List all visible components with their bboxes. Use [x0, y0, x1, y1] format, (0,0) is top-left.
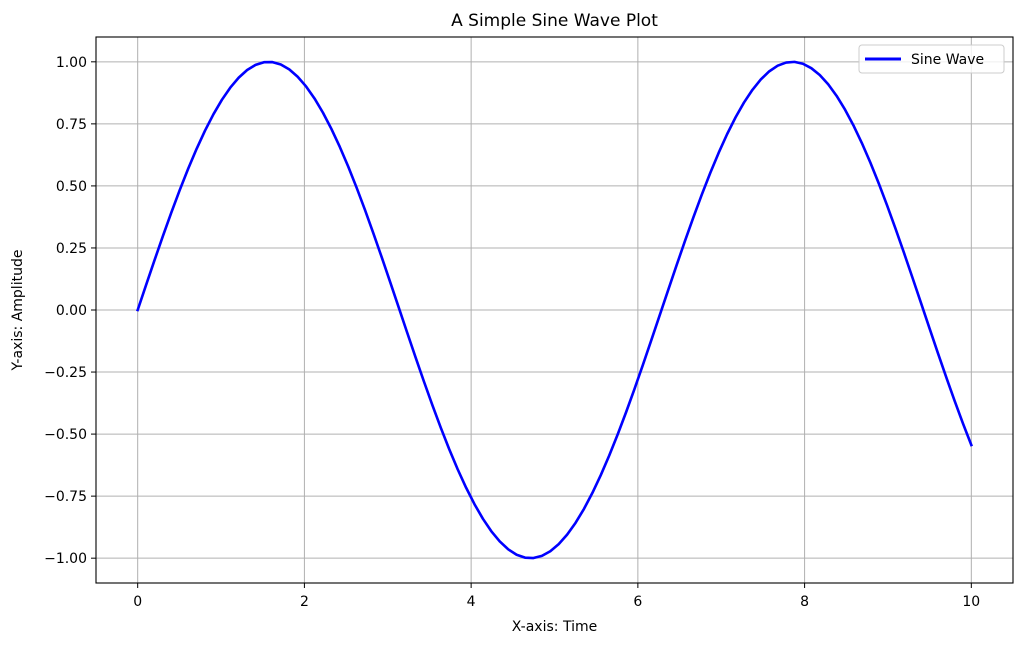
- x-tick-label: 6: [633, 594, 642, 610]
- grid-lines: [96, 37, 1013, 583]
- legend-label-sine-wave: Sine Wave: [911, 52, 984, 68]
- legend-box: [858, 44, 1005, 74]
- y-tick-label: 1.00: [56, 55, 87, 71]
- y-tick-label: 0.75: [56, 117, 87, 133]
- x-tick-label: 4: [467, 594, 476, 610]
- x-tick-label: 8: [800, 594, 809, 610]
- y-tick-label: −0.50: [44, 427, 87, 443]
- x-axis-label: X-axis: Time: [512, 619, 597, 635]
- axis-ticks: 0 2 4 6 8 10 −1.00 −0.75 −0.50 −0.25 0.00 0.25 0.50 0…: [44, 55, 980, 610]
- series-layer: [136, 60, 974, 560]
- series-line-sine-wave: [136, 60, 974, 560]
- chart-title: A Simple Sine Wave Plot: [451, 11, 658, 31]
- y-axis-label: Y-axis: Amplitude: [10, 250, 26, 372]
- x-tick-label: 10: [962, 594, 980, 610]
- y-tick-label: 0.50: [56, 179, 87, 195]
- x-tick-label: 2: [300, 594, 309, 610]
- legend: Sine Wave: [858, 44, 1005, 74]
- y-tick-label: −1.00: [44, 551, 87, 567]
- y-tick-label: −0.75: [44, 489, 87, 505]
- y-tick-label: 0.25: [56, 241, 87, 257]
- y-tick-label: −0.25: [44, 365, 87, 381]
- y-tick-label: 0.00: [56, 303, 87, 319]
- x-tick-label: 0: [133, 594, 142, 610]
